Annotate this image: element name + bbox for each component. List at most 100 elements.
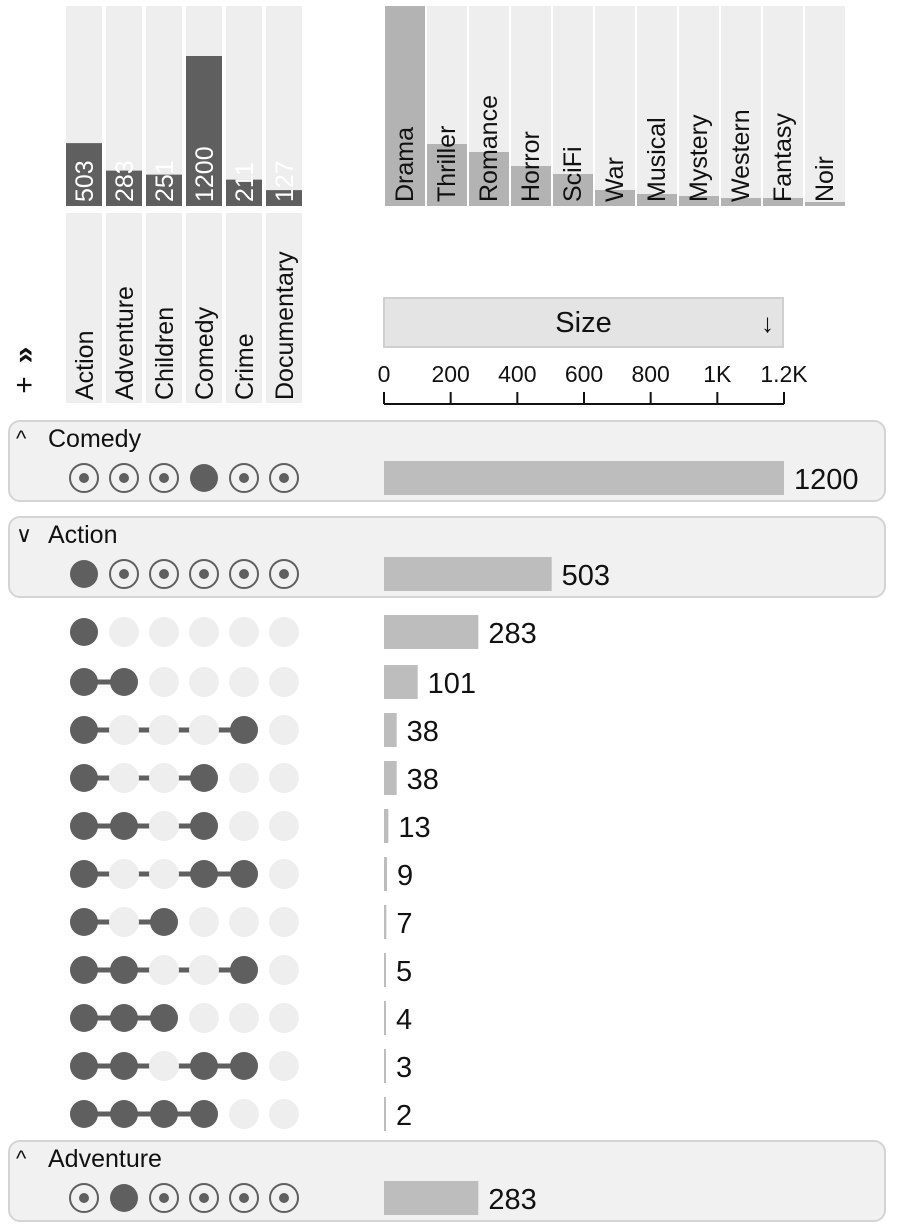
membership-dot-empty xyxy=(189,667,219,697)
intersection-row-0-size-bar[interactable] xyxy=(384,615,479,649)
set-bar-action[interactable] xyxy=(66,143,102,206)
attribute-bar-mystery[interactable] xyxy=(679,196,719,206)
intersection-row-8-size-label: 4 xyxy=(396,1004,413,1036)
intersection-row-1-size-bar[interactable] xyxy=(384,665,418,699)
membership-dot-filled xyxy=(70,560,98,588)
set-size-label-comedy: 1200 xyxy=(191,146,219,202)
membership-dot-empty xyxy=(109,715,139,745)
sort-by-size-button[interactable]: Size ↓ xyxy=(383,297,784,348)
membership-dot-filled xyxy=(70,668,98,696)
membership-dot-empty xyxy=(149,811,179,841)
attribute-bar-horror[interactable] xyxy=(511,166,551,206)
membership-dot-filled xyxy=(150,908,178,936)
membership-dot-empty xyxy=(149,617,179,647)
set-name-crime: Crime xyxy=(231,333,259,400)
attribute-bar-western[interactable] xyxy=(721,198,761,206)
membership-dot-center xyxy=(239,569,249,579)
attribute-bar-thriller[interactable] xyxy=(427,144,467,206)
attribute-track-western xyxy=(721,6,761,206)
attribute-bar-romance[interactable] xyxy=(469,152,509,206)
membership-dot-filled xyxy=(190,464,218,492)
group-adventure-size-label: 283 xyxy=(488,1184,537,1216)
intersection-row-10-size-bar[interactable] xyxy=(384,1097,386,1131)
attribute-bar-fantasy[interactable] xyxy=(763,198,803,206)
size-axis-tick-label: 0 xyxy=(377,361,391,387)
set-column-header-comedy[interactable] xyxy=(186,213,222,403)
set-column-header-adventure[interactable] xyxy=(106,213,142,403)
set-bar-documentary[interactable] xyxy=(266,190,302,206)
membership-dot-filled xyxy=(110,1100,138,1128)
size-axis-tick-label: 800 xyxy=(631,361,670,387)
membership-dot-filled xyxy=(150,1004,178,1032)
membership-dot-filled xyxy=(110,812,138,840)
set-column-header-action[interactable] xyxy=(66,213,102,403)
intersection-row-7-size-bar[interactable] xyxy=(384,953,386,987)
attribute-bar-scifi[interactable] xyxy=(553,174,593,206)
membership-dot-filled xyxy=(110,1184,138,1212)
attribute-track-mystery xyxy=(679,6,719,206)
membership-dot-empty xyxy=(149,667,179,697)
set-column-header-documentary[interactable] xyxy=(266,213,302,403)
add-set-button[interactable]: » + xyxy=(7,345,52,405)
chevron-down-icon[interactable]: ∨ xyxy=(16,522,33,547)
set-size-label-crime: 211 xyxy=(231,162,259,202)
membership-dot-empty xyxy=(149,859,179,889)
chevron-up-icon[interactable]: ^ xyxy=(16,426,27,451)
attribute-label-noir: Noir xyxy=(811,156,839,202)
intersection-row-4-size-bar[interactable] xyxy=(384,809,389,843)
intersection-row-2-size-bar[interactable] xyxy=(384,713,397,747)
set-bar-comedy[interactable] xyxy=(186,56,222,206)
intersection-row-3-size-bar[interactable] xyxy=(384,761,397,795)
attribute-bar-drama[interactable] xyxy=(385,6,425,206)
intersection-row-6-size-bar[interactable] xyxy=(384,905,387,939)
attribute-label-scifi: SciFi xyxy=(559,146,587,202)
membership-dot-filled xyxy=(70,1004,98,1032)
set-column-header-children[interactable] xyxy=(146,213,182,403)
membership-dot-empty xyxy=(229,1003,259,1033)
intersection-row-9-size-bar[interactable] xyxy=(384,1049,386,1083)
set-column-header-crime[interactable] xyxy=(226,213,262,403)
membership-dot-empty xyxy=(229,667,259,697)
group-adventure-size-bar[interactable] xyxy=(384,1181,479,1215)
membership-dot-filled xyxy=(70,860,98,888)
attribute-label-musical: Musical xyxy=(643,117,671,202)
set-bar-track-documentary xyxy=(266,6,302,206)
intersection-row-5-size-bar[interactable] xyxy=(384,857,387,891)
intersection-row-1-size-label: 101 xyxy=(427,668,477,700)
intersection-row-9-size-label: 3 xyxy=(396,1052,413,1084)
attribute-label-horror: Horror xyxy=(517,131,545,202)
membership-dot-center xyxy=(279,1193,289,1203)
group-comedy-size-label: 1200 xyxy=(794,464,859,496)
attribute-bar-war[interactable] xyxy=(595,190,635,206)
group-comedy-size-bar[interactable] xyxy=(384,461,784,495)
intersection-row-8-size-bar[interactable] xyxy=(384,1001,386,1035)
group-action-size-bar[interactable] xyxy=(384,557,552,591)
membership-dot-filled xyxy=(230,956,258,984)
intersection-row-6-size-label: 7 xyxy=(396,908,413,940)
chevron-up-icon[interactable]: ^ xyxy=(16,1146,27,1171)
attribute-track-fantasy xyxy=(763,6,803,206)
membership-dot-filled xyxy=(190,1100,218,1128)
attribute-label-fantasy: Fantasy xyxy=(769,113,797,202)
membership-dot-empty xyxy=(109,763,139,793)
attribute-track-war xyxy=(595,6,635,206)
attribute-bar-musical[interactable] xyxy=(637,194,677,206)
membership-dot-center xyxy=(199,569,209,579)
plus-icon: + xyxy=(7,376,41,394)
membership-dot-filled xyxy=(110,1052,138,1080)
membership-dot-center xyxy=(239,1193,249,1203)
size-axis-tick-label: 1K xyxy=(703,361,732,387)
membership-dot-empty xyxy=(229,907,259,937)
membership-dot-empty xyxy=(149,715,179,745)
set-bar-adventure[interactable] xyxy=(106,170,142,206)
attribute-bar-noir[interactable] xyxy=(805,202,845,206)
set-name-children: Children xyxy=(151,307,179,400)
set-bar-crime[interactable] xyxy=(226,179,262,206)
attribute-label-mystery: Mystery xyxy=(685,114,713,202)
membership-dot-empty xyxy=(109,907,139,937)
membership-dot-center xyxy=(279,473,289,483)
membership-dot-empty xyxy=(189,907,219,937)
set-bar-children[interactable] xyxy=(146,174,182,206)
size-axis-tick-label: 200 xyxy=(431,361,470,387)
